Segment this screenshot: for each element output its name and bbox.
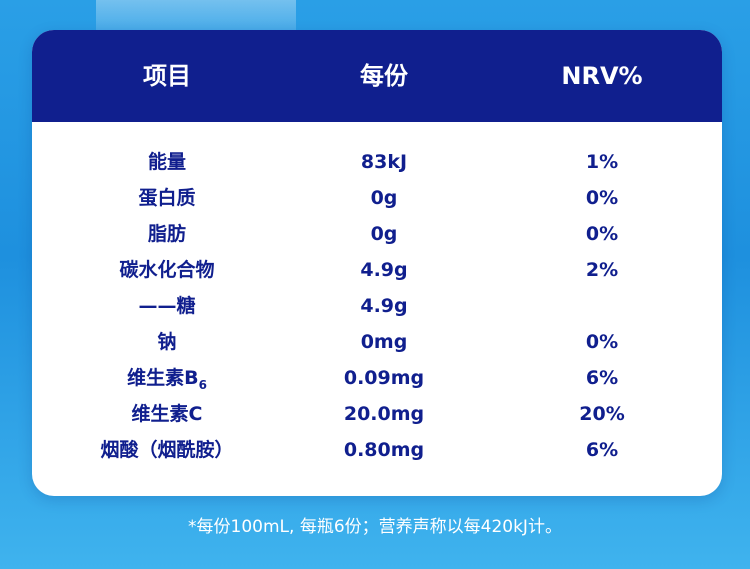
table-row: 能量 83kJ 1%: [32, 144, 722, 180]
row-nrv: 1%: [585, 151, 619, 173]
row-per-serving: 0mg: [360, 331, 408, 353]
row-nrv: 0%: [585, 187, 619, 209]
table-body: 能量 83kJ 1% 蛋白质 0g 0% 脂肪 0g 0% 碳水化合物 4.9g…: [32, 144, 722, 468]
row-nrv: 6%: [585, 439, 619, 461]
row-per-serving: 0g: [370, 223, 398, 245]
row-item: 维生素B6: [67, 360, 267, 396]
table-row: 钠 0mg 0%: [32, 324, 722, 360]
table-row: 烟酸（烟酰胺） 0.80mg 6%: [32, 432, 722, 468]
row-item-subscript: 6: [198, 378, 207, 392]
row-per-serving: 0g: [370, 187, 398, 209]
nutrition-table: 项目 每份 NRV% 能量 83kJ 1% 蛋白质 0g 0% 脂肪 0g 0%…: [32, 30, 722, 496]
table-row: 碳水化合物 4.9g 2%: [32, 252, 722, 288]
table-row: 维生素C 20.0mg 20%: [32, 396, 722, 432]
header-item: 项目: [143, 62, 191, 90]
row-nrv: [502, 288, 702, 324]
row-per-serving: 20.0mg: [343, 403, 425, 425]
row-per-serving: 83kJ: [360, 151, 408, 173]
row-per-serving: 4.9g: [360, 295, 408, 317]
row-per-serving: 0.80mg: [343, 439, 425, 461]
table-row: 蛋白质 0g 0%: [32, 180, 722, 216]
row-nrv: 0%: [585, 223, 619, 245]
header-nrv: NRV%: [561, 62, 643, 90]
row-item: 烟酸（烟酰胺）: [100, 439, 234, 461]
row-item-label: 维生素B: [127, 367, 199, 389]
row-item: 脂肪: [147, 223, 186, 245]
table-row: 脂肪 0g 0%: [32, 216, 722, 252]
row-item: 能量: [147, 151, 186, 173]
row-item: 钠: [157, 331, 177, 353]
header-per-serving: 每份: [360, 62, 408, 90]
row-per-serving: 4.9g: [360, 259, 408, 281]
table-row: 维生素B6 0.09mg 6%: [32, 360, 722, 396]
footnote: *每份100mL, 每瓶6份；营养声称以每420kJ计。: [188, 517, 562, 537]
row-nrv: 20%: [579, 403, 625, 425]
table-header: 项目 每份 NRV%: [32, 30, 722, 122]
row-nrv: 6%: [585, 367, 619, 389]
row-item: 蛋白质: [138, 187, 196, 209]
row-item: 碳水化合物: [119, 259, 215, 281]
row-per-serving: 0.09mg: [343, 367, 425, 389]
row-nrv: 2%: [585, 259, 619, 281]
row-item: 维生素C: [131, 403, 203, 425]
row-item: ——糖: [138, 295, 196, 317]
row-nrv: 0%: [585, 331, 619, 353]
table-row: ——糖 4.9g: [32, 288, 722, 324]
